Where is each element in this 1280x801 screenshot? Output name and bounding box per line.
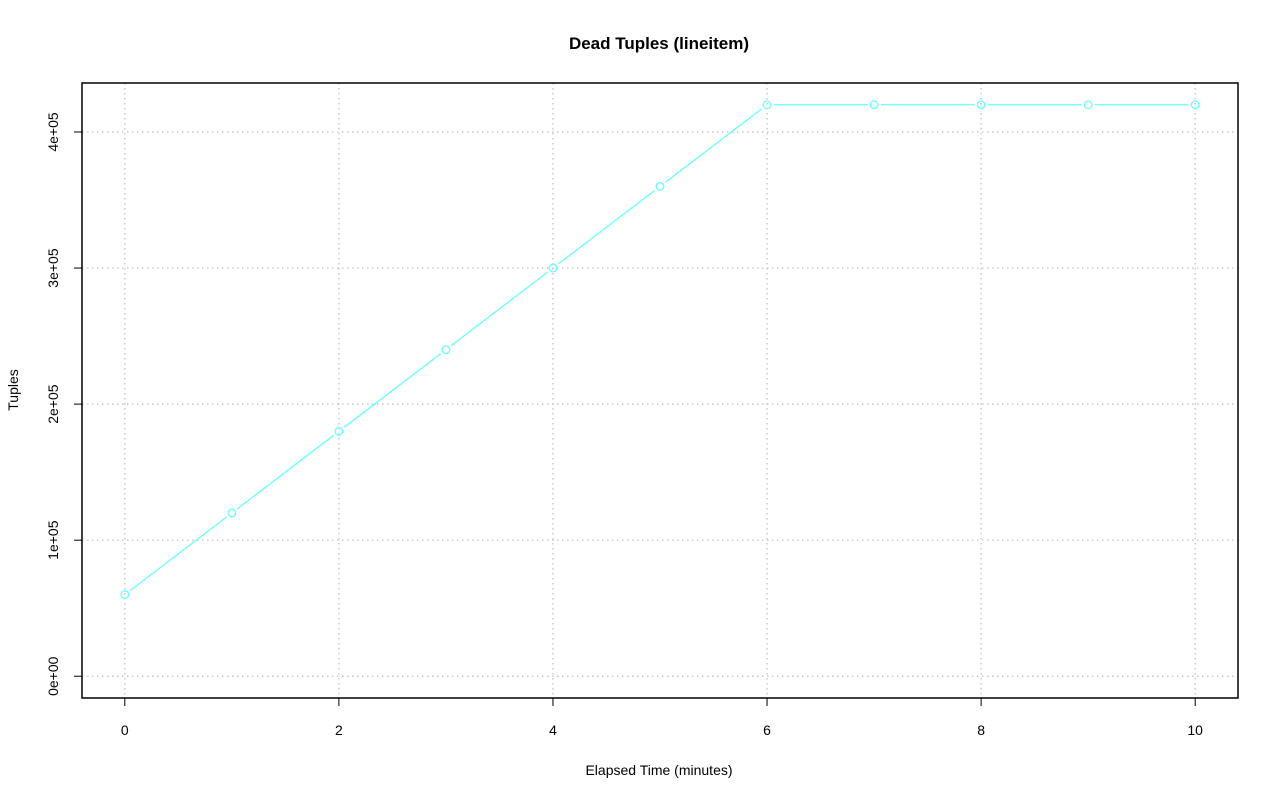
series-line-segment (129, 516, 227, 591)
y-tick-label: 1e+05 (45, 520, 61, 560)
data-point (976, 100, 986, 110)
chart-title: Dead Tuples (lineitem) (569, 34, 749, 53)
series-line-segment (343, 353, 441, 428)
y-axis: 0e+00 1e+05 2e+05 3e+05 4e+05 (45, 112, 82, 696)
series-line-segment (450, 271, 548, 347)
x-tick-label: 2 (335, 722, 343, 738)
series-line-segment (557, 190, 655, 265)
y-tick-label: 3e+05 (45, 248, 61, 288)
x-axis: 0 2 4 6 8 10 (121, 698, 1203, 738)
x-tick-label: 4 (549, 722, 557, 738)
x-tick-label: 10 (1187, 722, 1203, 738)
data-point (869, 100, 879, 110)
data-point (1083, 100, 1093, 110)
y-tick-label: 4e+05 (45, 112, 61, 152)
data-point (120, 590, 130, 600)
series-line-segment (665, 108, 763, 183)
y-axis-label: Tuples (5, 369, 21, 411)
series-line-segment (236, 434, 334, 510)
y-tick-label: 0e+00 (45, 656, 61, 696)
data-point (1190, 100, 1200, 110)
plot-frame (81, 82, 1239, 699)
data-point (227, 508, 237, 518)
y-tick-label: 2e+05 (45, 384, 61, 424)
data-point (762, 100, 772, 110)
data-point (548, 263, 558, 273)
data-point (334, 426, 344, 436)
data-point (441, 345, 451, 355)
x-axis-label: Elapsed Time (minutes) (585, 762, 732, 778)
grid-lines (82, 83, 1238, 698)
x-tick-label: 6 (763, 722, 771, 738)
data-point (655, 181, 665, 191)
series-layer (120, 100, 1200, 600)
x-tick-label: 8 (977, 722, 985, 738)
x-tick-label: 0 (121, 722, 129, 738)
